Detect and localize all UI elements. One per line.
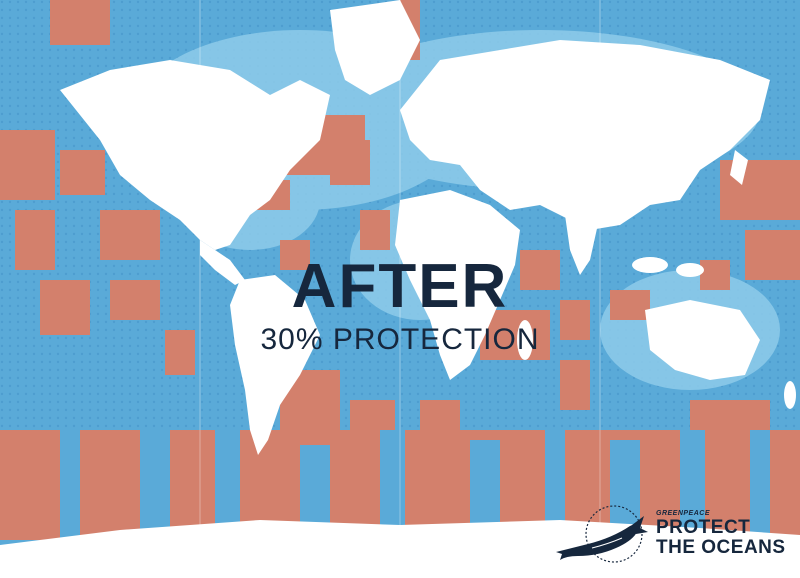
brand-logo: GREENPEACE PROTECT THE OCEANS bbox=[552, 500, 794, 570]
graticule bbox=[199, 0, 601, 578]
brand-line1: PROTECT bbox=[656, 517, 751, 538]
headline-subtitle: 30% PROTECTION bbox=[260, 323, 540, 356]
brand-line2: THE OCEANS bbox=[656, 537, 786, 558]
headline-title: AFTER bbox=[291, 252, 509, 321]
whale-icon bbox=[556, 505, 648, 563]
brand-org: GREENPEACE bbox=[656, 510, 711, 517]
